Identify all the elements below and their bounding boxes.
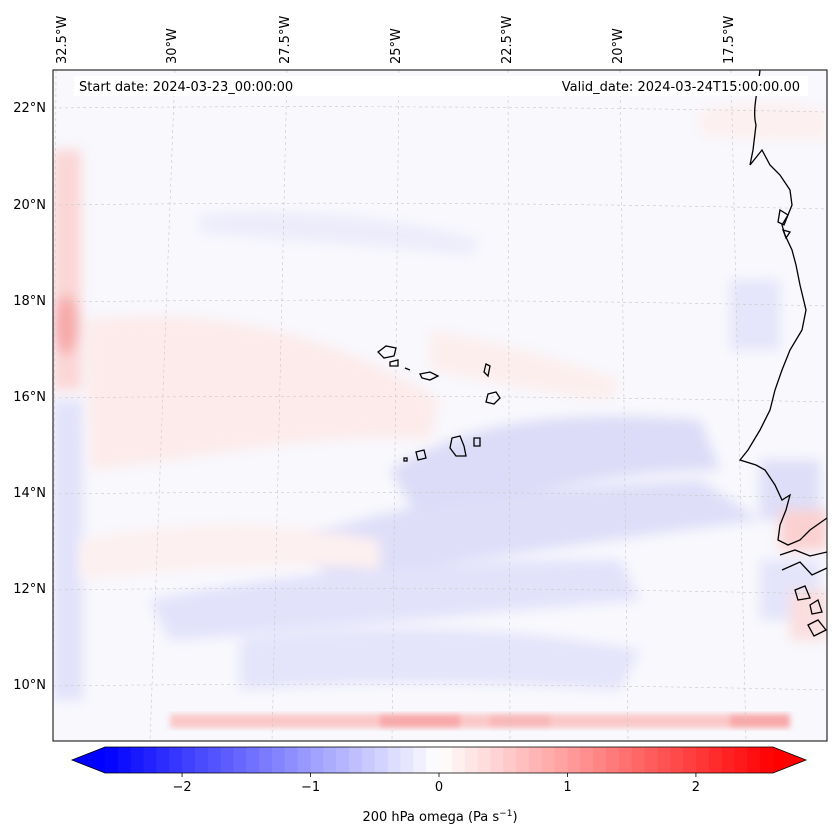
colorbar-outline xyxy=(70,746,808,774)
colorbar-segment xyxy=(233,747,247,773)
lat-label-22n: 22°N xyxy=(13,101,46,116)
colorbar-segment xyxy=(117,747,132,773)
colorbar-segment xyxy=(182,747,196,773)
colorbar-segment xyxy=(631,747,646,773)
lat-label-12n: 12°N xyxy=(13,582,46,597)
colorbar-tick-label: −1 xyxy=(301,780,320,795)
colorbar-segment xyxy=(606,747,620,773)
colorbar-segment xyxy=(683,747,697,773)
colorbar-segment xyxy=(259,747,273,773)
colorbar-segment xyxy=(554,747,569,773)
negative-omega-areas xyxy=(53,211,820,700)
colorbar-ticks: −2 −1 0 1 2 xyxy=(172,773,700,795)
colorbar-segment xyxy=(297,747,312,773)
lon-label-20w: 20°W xyxy=(611,28,626,64)
colorbar-extend-low xyxy=(72,747,105,773)
colorbar-segment xyxy=(734,747,748,773)
map-frame xyxy=(52,69,828,742)
colorbar-tick-label: 2 xyxy=(692,780,700,795)
colorbar-segment xyxy=(400,747,414,773)
colorbar: −2 −1 0 1 2 200 hPa omega (Pa s−1) xyxy=(70,746,808,825)
lat-label-20n: 20°N xyxy=(13,198,46,213)
colorbar-segment xyxy=(413,747,427,773)
colorbar-extend-high xyxy=(773,747,806,773)
colorbar-segment xyxy=(361,747,376,773)
valid-date-label: Valid_date: 2024-03-24T15:00:00.00 xyxy=(562,80,800,95)
colorbar-segment xyxy=(644,747,658,773)
colorbar-segment xyxy=(284,747,299,773)
colorbar-segment xyxy=(220,747,235,773)
colorbar-segment xyxy=(541,747,556,773)
colorbar-segment xyxy=(349,747,363,773)
colorbar-segment xyxy=(580,747,594,773)
coastlines xyxy=(377,70,827,637)
colorbar-segment xyxy=(708,747,723,773)
colorbar-segment xyxy=(721,747,736,773)
colorbar-segment xyxy=(169,747,183,773)
colorbar-segment xyxy=(207,747,222,773)
colorbar-segment xyxy=(156,747,170,773)
colorbar-segment xyxy=(336,747,350,773)
lon-label-27-5w: 27.5°W xyxy=(278,16,293,64)
colorbar-segment xyxy=(477,747,491,773)
lat-label-16n: 16°N xyxy=(13,390,46,405)
colorbar-segment xyxy=(323,747,337,773)
lat-label-18n: 18°N xyxy=(13,294,46,309)
info-banner xyxy=(74,76,808,96)
start-date-label: Start date: 2024-03-23_00:00:00 xyxy=(79,80,293,95)
lon-label-25w: 25°W xyxy=(389,28,404,64)
colorbar-label: 200 hPa omega (Pa s−1) xyxy=(362,809,517,825)
colorbar-segment xyxy=(439,747,453,773)
colorbar-segment xyxy=(246,747,260,773)
positive-omega-areas xyxy=(53,102,827,640)
cape-verde-islands xyxy=(377,345,501,462)
colorbar-segment xyxy=(760,747,774,773)
colorbar-segment xyxy=(695,747,710,773)
colorbar-tick-label: −2 xyxy=(172,780,191,795)
colorbar-segment xyxy=(130,747,145,773)
colorbar-segment xyxy=(105,747,119,773)
colorbar-segment xyxy=(272,747,286,773)
colorbar-segment xyxy=(503,747,517,773)
colorbar-segment xyxy=(451,747,466,773)
colorbar-segment xyxy=(618,747,633,773)
colorbar-segment xyxy=(657,747,671,773)
lon-label-22-5w: 22.5°W xyxy=(500,16,515,64)
omega-field xyxy=(53,102,827,728)
map-panel xyxy=(53,70,827,741)
colorbar-segment xyxy=(374,747,389,773)
latitude-labels: 22°N 20°N 18°N 16°N 14°N 12°N 10°N xyxy=(13,101,46,693)
colorbar-segment xyxy=(426,747,440,773)
colorbar-segment xyxy=(747,747,761,773)
lat-label-10n: 10°N xyxy=(13,678,46,693)
africa-coastline xyxy=(738,70,827,546)
colorbar-segment xyxy=(310,747,324,773)
colorbar-segments xyxy=(105,747,774,773)
colorbar-label-close: ) xyxy=(512,810,517,825)
colorbar-segment xyxy=(516,747,530,773)
colorbar-segment xyxy=(567,747,581,773)
colorbar-segment xyxy=(464,747,479,773)
colorbar-tick-label: 1 xyxy=(563,780,571,795)
longitude-labels: 32.5°W 30°W 27.5°W 25°W 22.5°W 20°W 17.5… xyxy=(55,16,737,64)
lon-label-17-5w: 17.5°W xyxy=(722,16,737,64)
colorbar-label-exponent: −1 xyxy=(499,809,512,819)
colorbar-segment xyxy=(528,747,543,773)
colorbar-segment xyxy=(387,747,402,773)
lon-label-32-5w: 32.5°W xyxy=(55,16,70,64)
lon-label-30w: 30°W xyxy=(165,28,180,64)
colorbar-segment xyxy=(490,747,504,773)
colorbar-segment xyxy=(194,747,209,773)
colorbar-segment xyxy=(143,747,157,773)
colorbar-segment xyxy=(670,747,684,773)
lat-label-14n: 14°N xyxy=(13,486,46,501)
colorbar-tick-label: 0 xyxy=(435,780,443,795)
colorbar-label-main: 200 hPa omega (Pa s xyxy=(362,810,499,825)
boundary-strip xyxy=(170,714,790,728)
colorbar-segment xyxy=(593,747,607,773)
